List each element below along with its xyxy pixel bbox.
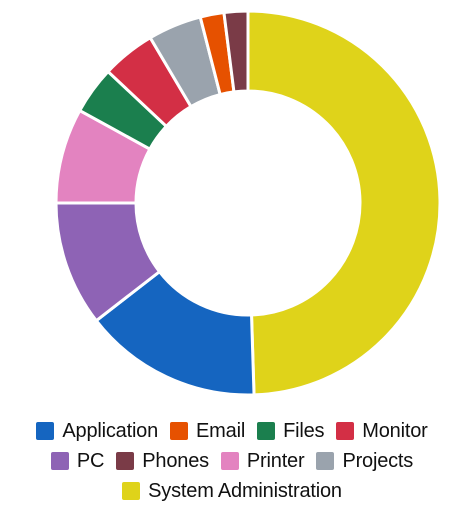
legend-row-3: System Administration (0, 476, 464, 506)
legend-swatch-pc (50, 452, 69, 470)
legend-swatch-files (257, 422, 276, 440)
legend-label-monitor: Monitor (362, 420, 428, 442)
legend-label-email: Email (196, 420, 246, 442)
legend-item-projects[interactable]: Projects (316, 446, 413, 476)
legend-label-files: Files (283, 420, 325, 442)
legend-item-application[interactable]: Application (36, 416, 158, 446)
donut-chart-svg (54, 9, 442, 397)
legend-item-pc[interactable]: PC (50, 446, 105, 476)
legend-item-files[interactable]: Files (257, 416, 324, 446)
legend-swatch-system-administration (122, 482, 141, 500)
slice-phones[interactable] (222, 9, 250, 94)
legend-swatch-printer (220, 452, 239, 470)
legend-swatch-phones (116, 452, 135, 470)
legend-item-printer[interactable]: Printer (220, 446, 305, 476)
legend-label-pc: PC (76, 450, 105, 472)
legend-swatch-projects (316, 452, 335, 470)
legend-row-1: Application Email Files Monitor (0, 416, 464, 446)
legend-label-application: Application (62, 420, 159, 442)
legend-item-phones[interactable]: Phones (116, 446, 209, 476)
legend-item-email[interactable]: Email (170, 416, 245, 446)
legend-swatch-application (36, 422, 55, 440)
legend-label-system-administration: System Administration (148, 480, 342, 502)
legend-item-monitor[interactable]: Monitor (336, 416, 428, 446)
legend-swatch-email (170, 422, 189, 440)
legend-item-system-administration[interactable]: System Administration (122, 476, 342, 506)
legend-row-2: PC Phones Printer Projects (0, 446, 464, 476)
slice-system-administration[interactable] (246, 9, 442, 397)
legend-label-phones: Phones (142, 450, 209, 472)
legend-label-printer: Printer (246, 450, 305, 472)
chart-legend: Application Email Files Monitor PC (0, 416, 464, 506)
legend-label-projects: Projects (342, 450, 414, 472)
legend-swatch-monitor (336, 422, 355, 440)
